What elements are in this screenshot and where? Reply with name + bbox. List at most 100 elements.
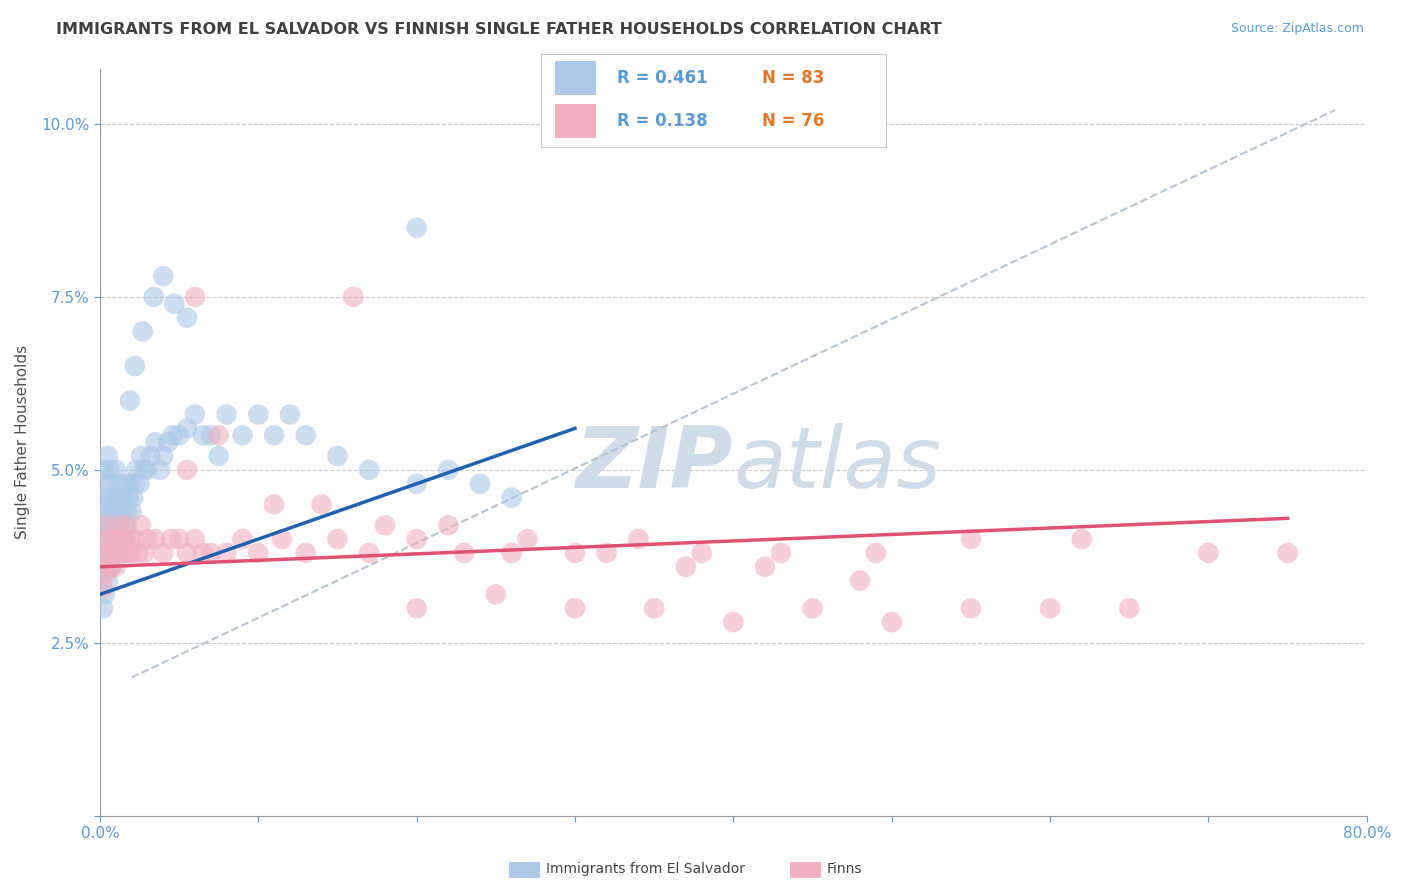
Point xyxy=(501,546,523,560)
Point xyxy=(98,504,121,518)
Point xyxy=(754,559,776,574)
Point xyxy=(136,532,159,546)
Point xyxy=(108,476,131,491)
Point xyxy=(143,435,166,450)
Point xyxy=(595,546,617,560)
Point xyxy=(134,546,156,560)
Point xyxy=(405,220,427,235)
Point xyxy=(100,476,122,491)
Point xyxy=(104,546,127,560)
Point xyxy=(176,310,198,325)
Point xyxy=(103,546,125,560)
Point xyxy=(1197,546,1219,560)
Point xyxy=(960,532,983,546)
Text: ZIP: ZIP xyxy=(575,423,734,506)
Point xyxy=(437,518,460,533)
Point xyxy=(104,559,127,574)
Point xyxy=(690,546,713,560)
Point xyxy=(160,532,183,546)
Point xyxy=(112,491,135,505)
Point xyxy=(163,297,186,311)
Point xyxy=(208,449,231,463)
Text: Source: ZipAtlas.com: Source: ZipAtlas.com xyxy=(1230,22,1364,36)
Point xyxy=(294,546,316,560)
Point xyxy=(114,476,136,491)
Point xyxy=(294,428,316,442)
Point xyxy=(215,408,238,422)
Point xyxy=(152,449,174,463)
Text: Finns: Finns xyxy=(827,862,862,876)
Point xyxy=(128,476,150,491)
Point xyxy=(849,574,872,588)
Point xyxy=(326,449,349,463)
Point xyxy=(643,601,665,615)
Point xyxy=(97,532,120,546)
Point xyxy=(100,559,122,574)
Point xyxy=(184,532,207,546)
Point xyxy=(90,559,112,574)
Point xyxy=(359,463,381,477)
Point xyxy=(93,511,115,525)
Point xyxy=(723,615,745,629)
Point xyxy=(101,532,124,546)
Point xyxy=(96,476,118,491)
Point xyxy=(149,463,172,477)
Point xyxy=(98,532,121,546)
Point xyxy=(105,532,128,546)
Point xyxy=(117,491,139,505)
Point xyxy=(184,408,207,422)
Point xyxy=(143,532,166,546)
Point xyxy=(134,463,156,477)
Point xyxy=(91,581,114,595)
Point xyxy=(191,546,214,560)
Point xyxy=(97,574,120,588)
Point xyxy=(374,518,396,533)
Point xyxy=(247,546,270,560)
Point xyxy=(112,546,135,560)
Point xyxy=(115,518,138,533)
Point xyxy=(93,518,115,533)
Point xyxy=(124,532,146,546)
Point xyxy=(247,408,270,422)
Point xyxy=(564,601,586,615)
Point xyxy=(176,546,198,560)
Point xyxy=(1118,601,1140,615)
Point xyxy=(118,393,141,408)
Point xyxy=(359,546,381,560)
Point xyxy=(1277,546,1299,560)
Point xyxy=(100,559,122,574)
Point xyxy=(167,532,190,546)
Point xyxy=(184,290,207,304)
Point xyxy=(114,532,136,546)
Point xyxy=(564,546,586,560)
Point xyxy=(167,428,190,442)
Point xyxy=(200,546,222,560)
Point xyxy=(129,518,152,533)
Point xyxy=(162,428,184,442)
Point xyxy=(405,476,427,491)
Point xyxy=(139,449,162,463)
Point xyxy=(215,546,238,560)
Point xyxy=(208,428,231,442)
Point xyxy=(121,504,143,518)
Point xyxy=(342,290,364,304)
Point xyxy=(311,498,333,512)
Point xyxy=(91,546,114,560)
Point xyxy=(176,463,198,477)
Point xyxy=(110,532,132,546)
Point xyxy=(801,601,824,615)
Point xyxy=(231,428,253,442)
Point xyxy=(485,587,508,601)
Point xyxy=(105,532,128,546)
Text: atlas: atlas xyxy=(734,423,942,506)
Point xyxy=(93,463,115,477)
Point xyxy=(271,532,294,546)
Point xyxy=(112,532,135,546)
Point xyxy=(101,491,124,505)
Point xyxy=(96,559,118,574)
Point xyxy=(90,518,112,533)
Point xyxy=(101,532,124,546)
Point xyxy=(136,463,159,477)
Point xyxy=(124,476,146,491)
Point xyxy=(468,476,491,491)
